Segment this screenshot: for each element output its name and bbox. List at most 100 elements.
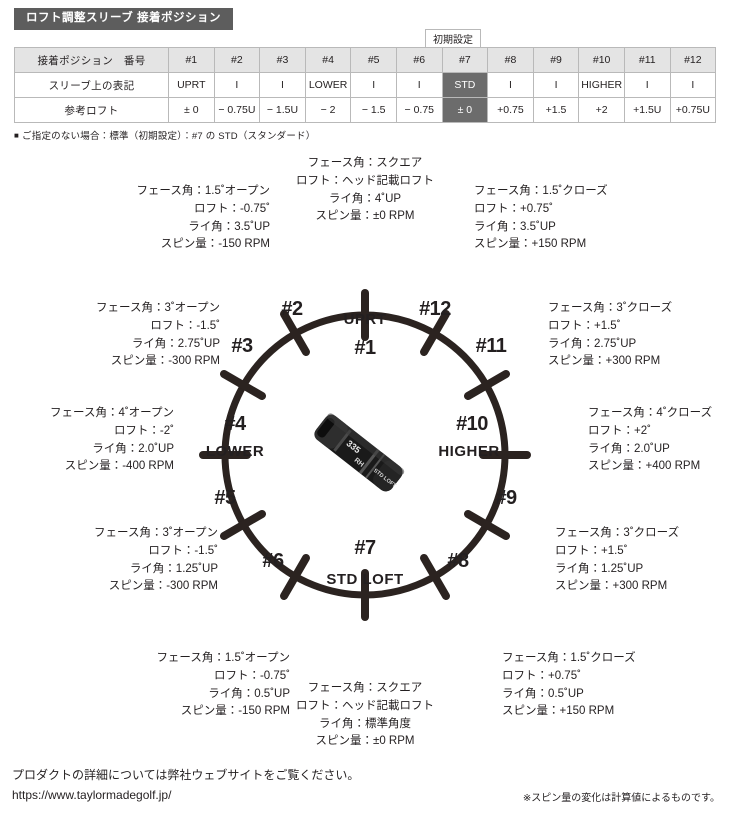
reference-loft-8: +0.75 — [487, 97, 534, 123]
dial-label-6-num: #6 — [262, 550, 284, 572]
sleeve-mark-10: HIGHER — [578, 72, 625, 98]
annotation-10-spin: スピン量：+400 RPM — [588, 460, 701, 473]
dial-label-8-num: #8 — [447, 550, 469, 572]
dial-label-10-word: HIGHER — [438, 443, 500, 460]
annotation-position-6: フェース角：1.5˚オープン ロフト：-0.75˚ ライ角：0.5˚UP スピン… — [95, 650, 290, 721]
dial-label-1-num: #1 — [354, 337, 376, 359]
table-note: ■ ご指定のない場合：標準（初期設定）：#7 の STD（スタンダード） — [14, 128, 315, 142]
col-header-12: #12 — [669, 47, 717, 73]
reference-loft-12: +0.75U — [669, 97, 717, 123]
annotation-11-loft: ロフト：+1.5˚ — [548, 319, 621, 332]
col-header-7: #7 — [441, 47, 489, 73]
col-header-10: #10 — [578, 47, 625, 73]
annotation-12-face-angle: フェース角：1.5˚クローズ — [474, 185, 608, 197]
sleeve-mark-1: UPRT — [168, 72, 215, 98]
annotation-2-loft: ロフト：-0.75˚ — [193, 202, 270, 215]
dial-label-7-num: #7 — [354, 537, 376, 559]
annotation-4-loft: ロフト：-2˚ — [113, 424, 174, 437]
annotation-position-2: フェース角：1.5˚オープン ロフト：-0.75˚ ライ角：3.5˚UP スピン… — [80, 183, 270, 254]
annotation-3-spin: スピン量：-300 RPM — [110, 355, 220, 368]
annotation-6-face-angle: フェース角：1.5˚オープン — [156, 652, 290, 664]
annotation-6-loft: ロフト：-0.75˚ — [213, 669, 290, 682]
annotation-10-lie-angle: ライ角：2.0˚UP — [588, 442, 670, 455]
sleeve-size-text: 335 — [345, 438, 363, 455]
dial-label-2-num: #2 — [281, 298, 303, 320]
reference-loft-5: − 1.5 — [350, 97, 397, 123]
annotation-6-lie-angle: ライ角：0.5˚UP — [208, 687, 290, 700]
dial-label-9-num: #9 — [495, 487, 517, 509]
sleeve-mark-5: I — [350, 72, 397, 98]
row-label-reference-loft: 参考ロフト — [14, 97, 169, 123]
annotation-9-spin: スピン量：+300 RPM — [555, 580, 668, 593]
annotation-5-face-angle: フェース角：3˚オープン — [94, 527, 218, 539]
annotation-position-1: フェース角：スクエア ロフト：ヘッド記載ロフト ライ角：4˚UP スピン量：±0… — [265, 155, 465, 226]
annotation-1-spin: スピン量：±0 RPM — [315, 210, 415, 223]
annotation-5-spin: スピン量：-300 RPM — [108, 580, 218, 593]
annotation-7-spin: スピン量：±0 RPM — [315, 735, 415, 748]
table-row-header: 接着ポジション 番号 #1 #2 #3 #4 #5 #6 #7 #8 #9 #1… — [14, 47, 717, 73]
col-header-2: #2 — [213, 47, 261, 73]
annotation-9-loft: ロフト：+1.5˚ — [555, 544, 628, 557]
annotation-12-spin: スピン量：+150 RPM — [474, 238, 587, 251]
annotation-11-face-angle: フェース角：3˚クローズ — [548, 302, 673, 314]
annotation-position-5: フェース角：3˚オープン ロフト：-1.5˚ ライ角：1.25˚UP スピン量：… — [28, 525, 218, 596]
annotation-4-face-angle: フェース角：4˚オープン — [50, 407, 174, 419]
col-header-8: #8 — [487, 47, 534, 73]
dial-label-10-num: #10 — [456, 413, 488, 435]
annotation-4-lie-angle: ライ角：2.0˚UP — [92, 442, 174, 455]
annotation-position-10: フェース角：4˚クローズ ロフト：+2˚ ライ角：2.0˚UP スピン量：+40… — [588, 405, 730, 476]
dial-label-12-num: #12 — [419, 298, 451, 320]
dial-label-4-num: #4 — [224, 413, 246, 435]
annotation-8-lie-angle: ライ角：0.5˚UP — [502, 687, 584, 700]
annotation-7-lie-angle: ライ角：標準角度 — [319, 717, 411, 730]
annotation-1-lie-angle: ライ角：4˚UP — [328, 192, 402, 205]
annotation-6-spin: スピン量：-150 RPM — [180, 705, 290, 718]
col-header-11: #11 — [623, 47, 671, 73]
annotation-position-9: フェース角：3˚クローズ ロフト：+1.5˚ ライ角：1.25˚UP スピン量：… — [555, 525, 730, 596]
annotation-8-face-angle: フェース角：1.5˚クローズ — [502, 652, 636, 664]
dial-label-5-num: #5 — [214, 487, 236, 509]
annotation-position-11: フェース角：3˚クローズ ロフト：+1.5˚ ライ角：2.75˚UP スピン量：… — [548, 300, 730, 371]
footer-text: プロダクトの詳細については弊社ウェブサイトをご覧ください。 — [12, 768, 360, 782]
annotation-position-8: フェース角：1.5˚クローズ ロフト：+0.75˚ ライ角：0.5˚UP スピン… — [502, 650, 712, 721]
annotation-2-face-angle: フェース角：1.5˚オープン — [136, 185, 270, 197]
annotation-1-face-angle: フェース角：スクエア — [307, 157, 423, 169]
annotation-11-spin: スピン量：+300 RPM — [548, 355, 661, 368]
dial-label-11-num: #11 — [475, 335, 507, 357]
sleeve-mark-8: I — [487, 72, 534, 98]
col-header-4: #4 — [304, 47, 352, 73]
sleeve-hand-text: RH — [353, 457, 365, 469]
annotation-position-4: フェース角：4˚オープン ロフト：-2˚ ライ角：2.0˚UP スピン量：-40… — [4, 405, 174, 476]
footer-disclaimer: ※スピン量の変化は計算値によるものです。 — [522, 793, 720, 804]
row-label-position-number: 接着ポジション 番号 — [14, 47, 169, 73]
reference-loft-4: − 2 — [304, 97, 352, 123]
sleeve-mark-4: LOWER — [304, 72, 352, 98]
reference-loft-9: +1.5 — [532, 97, 580, 123]
table-row-reference-loft: 参考ロフト ± 0 − 0.75U − 1.5U − 2 − 1.5 − 0.7… — [14, 97, 717, 123]
col-header-6: #6 — [395, 47, 443, 73]
annotation-7-face-angle: フェース角：スクエア — [307, 682, 423, 694]
sleeve-mark-6: I — [395, 72, 443, 98]
annotation-2-lie-angle: ライ角：3.5˚UP — [188, 220, 270, 233]
annotation-5-loft: ロフト：-1.5˚ — [148, 544, 218, 557]
footer-left: プロダクトの詳細については弊社ウェブサイトをご覧ください。 https://ww… — [12, 766, 359, 806]
sleeve-mark-7: STD — [441, 72, 489, 98]
annotation-10-face-angle: フェース角：4˚クローズ — [588, 407, 713, 419]
footer-url-link[interactable]: https://www.taylormadegolf.jp/ — [12, 787, 172, 802]
position-table: 接着ポジション 番号 #1 #2 #3 #4 #5 #6 #7 #8 #9 #1… — [14, 47, 717, 123]
adjustable-sleeve-illustration: 335 RH STD LOFT — [314, 413, 405, 492]
sleeve-mark-11: I — [623, 72, 671, 98]
col-header-5: #5 — [350, 47, 397, 73]
annotation-12-lie-angle: ライ角：3.5˚UP — [474, 220, 556, 233]
col-header-1: #1 — [168, 47, 215, 73]
reference-loft-7: ± 0 — [441, 97, 489, 123]
annotation-3-lie-angle: ライ角：2.75˚UP — [131, 337, 220, 350]
annotation-4-spin: スピン量：-400 RPM — [64, 460, 174, 473]
col-header-3: #3 — [259, 47, 306, 73]
reference-loft-1: ± 0 — [168, 97, 215, 123]
annotation-11-lie-angle: ライ角：2.75˚UP — [548, 337, 637, 350]
annotation-10-loft: ロフト：+2˚ — [588, 424, 651, 437]
annotation-8-loft: ロフト：+0.75˚ — [502, 669, 581, 682]
dial-label-3-num: #3 — [231, 335, 253, 357]
